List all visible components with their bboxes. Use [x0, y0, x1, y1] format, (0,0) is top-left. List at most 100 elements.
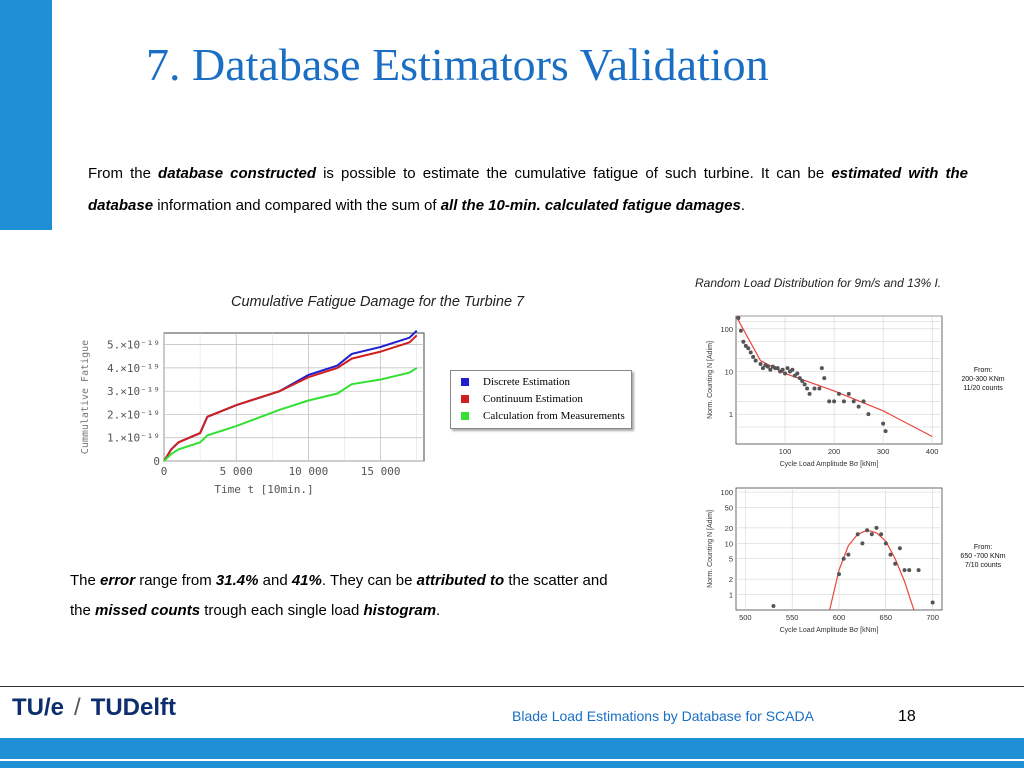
fatigue-legend: Discrete Estimation Continuum Estimation… [450, 370, 632, 429]
page-number: 18 [898, 708, 916, 725]
footer-presentation-title: Blade Load Estimations by Database for S… [512, 708, 814, 724]
x-tick-label: 0 [161, 465, 168, 478]
legend-swatch-discrete [461, 378, 469, 386]
x-tick-label: 500 [739, 613, 752, 622]
data-point [888, 552, 893, 557]
data-point [800, 378, 805, 383]
conclusion-paragraph: The error range from 31.4% and 41%. They… [70, 566, 630, 626]
x-tick-label: 100 [779, 447, 792, 456]
data-point [861, 399, 866, 404]
series-measured-line [163, 367, 418, 462]
intro-text-4: . [740, 197, 745, 214]
lower-text-1: The [70, 572, 101, 589]
y-axis-label: Norm. Counting N [Adim] [707, 341, 714, 419]
legend-swatch-measured [461, 412, 469, 420]
data-point [775, 366, 780, 371]
plot-frame [735, 315, 943, 445]
y-tick-label: 4.×10⁻¹⁹ [107, 362, 160, 375]
x-tick-label: 550 [786, 613, 799, 622]
x-tick-label: 300 [877, 447, 890, 456]
upper-note-text: From: 200-300 KNm 11/20 counts [961, 367, 1005, 392]
data-point [780, 367, 785, 372]
data-point [795, 371, 800, 376]
data-point [765, 364, 770, 369]
data-point [746, 346, 751, 351]
data-point [855, 532, 860, 537]
tudelft-logo-text: TUDelft [90, 694, 177, 721]
y-tick-label: 1.×10⁻¹⁹ [107, 432, 160, 445]
y-axis-label: Cummulative Fatigue [80, 340, 91, 454]
y-tick-label: 10 [725, 539, 733, 548]
y-tick-label: 3.×10⁻¹⁹ [107, 385, 160, 398]
y-tick-label: 1 [729, 410, 733, 419]
data-point [760, 366, 765, 371]
intro-emph-2: estimated with the database [88, 165, 969, 214]
data-point [841, 399, 846, 404]
intro-paragraph: From the database constructed is possibl… [88, 158, 968, 222]
legend-swatch-continuum [461, 395, 469, 403]
legend-label-continuum: Continuum Estimation [483, 393, 583, 405]
y-tick-label: 2.×10⁻¹⁹ [107, 408, 160, 421]
legend-label-measured: Calculation from Measurements [483, 410, 625, 422]
legend-item-discrete: Discrete Estimation [461, 374, 570, 390]
series-continuum-line [163, 334, 418, 462]
x-tick-label: 700 [926, 613, 939, 622]
footer-divider [0, 686, 1024, 687]
legend-item-continuum: Continuum Estimation [461, 391, 583, 407]
fatigue-chart: 0 5 000 10 000 15 000 0 1.×10⁻¹⁹ 2.×10⁻¹⁹ 3.×10… [80, 329, 425, 496]
data-point [822, 376, 827, 381]
lower-text-4: . They can be [321, 572, 417, 589]
lower-note-text: From: 650 -700 KNm 7/10 counts [960, 544, 1006, 569]
lower-emph-1: error [100, 572, 136, 589]
intro-emph-3: all the 10-min. calculated fatigue damag… [440, 197, 741, 214]
accent-side-bar [0, 0, 52, 230]
data-point [881, 421, 886, 426]
fit-curve [736, 316, 933, 438]
data-point [866, 412, 871, 417]
y-axis-label: Norm. Counting N [Adim] [707, 510, 714, 588]
data-point [771, 603, 776, 608]
load-distribution-title: Random Load Distribution for 9m/s and 13… [695, 276, 942, 290]
data-point [738, 328, 743, 333]
x-axis-label: Cycle Load Amplitude Bσ [kNm] [780, 627, 879, 634]
y-tick-label: 10 [725, 368, 733, 377]
lower-emph-6: histogram [363, 602, 437, 619]
data-point [893, 561, 898, 566]
university-logo: TU/e / TUDelft [12, 694, 176, 722]
data-point [841, 556, 846, 561]
lower-emph-5: missed counts [95, 602, 201, 619]
legend-label-discrete: Discrete Estimation [483, 376, 571, 388]
load-chart-upper: 100 200 300 400 1 10 100 Cycle Load Amplitude B… [707, 315, 943, 468]
bottom-accent-bar [0, 738, 1024, 768]
x-axis-label: Time t [10min.] [214, 483, 313, 496]
data-point [832, 399, 837, 404]
data-point [785, 366, 790, 371]
data-point [837, 572, 841, 577]
upper-chart-note: From: 200-300 KNm 11/20 counts [950, 366, 1016, 393]
x-tick-label: 600 [833, 613, 846, 622]
data-point [851, 399, 856, 404]
data-point [846, 391, 851, 396]
data-point [758, 361, 763, 366]
intro-text-1: From the [88, 165, 159, 182]
y-tick-label: 2 [729, 575, 733, 584]
lower-text-7: . [436, 602, 441, 619]
intro-emph-1: database constructed [158, 165, 316, 182]
lower-emph-2: 31.4% [215, 572, 259, 589]
intro-text-3: information and compared with the sum of [153, 197, 441, 214]
data-point [802, 382, 807, 387]
bottom-stripe [0, 759, 1024, 761]
y-tick-label: 5.×10⁻¹⁹ [107, 339, 160, 352]
data-point [930, 600, 935, 605]
y-tick-label: 50 [725, 503, 733, 512]
data-point [869, 532, 874, 537]
lower-emph-3: 41% [291, 572, 322, 589]
data-point [916, 568, 921, 573]
slide-title: 7. Database Estimators Validation [146, 39, 769, 90]
data-point [743, 343, 748, 348]
x-tick-label: 650 [880, 613, 893, 622]
y-tick-label: 100 [720, 325, 733, 334]
logo-separator: / [74, 694, 81, 721]
data-point [860, 541, 865, 546]
lower-text-5: the scatter and the [70, 572, 608, 619]
